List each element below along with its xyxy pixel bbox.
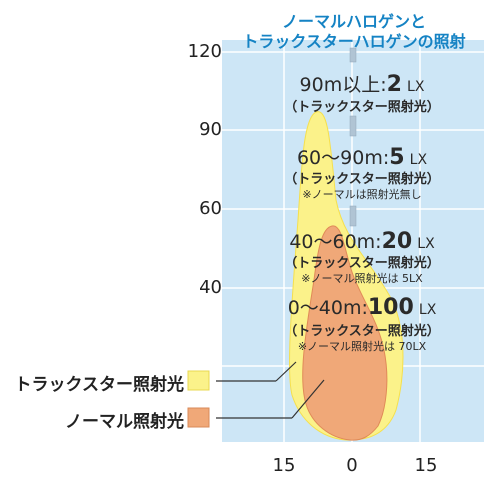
- zone-range: 40～60m:: [289, 231, 382, 253]
- zone-range: 90m以上:: [299, 74, 387, 96]
- trackstar-pointer-diagonal: [275, 361, 297, 382]
- zone-lux: 2: [386, 72, 402, 97]
- zone-heading-60-90m: 60～90m:5 LX: [262, 143, 462, 170]
- lane-mark: [349, 115, 357, 137]
- y-tick-label: 120: [187, 41, 222, 62]
- zone-lux: 100: [367, 295, 414, 320]
- lane-mark: [349, 205, 357, 227]
- zone-range: 60～90m:: [296, 147, 390, 169]
- zone-note: ※ノーマル照射光は 5LX: [301, 272, 423, 285]
- zone-note: ※ノーマルは照射光無し: [302, 188, 422, 201]
- legend-normal-label: ノーマル照射光: [65, 412, 184, 432]
- zone-range: 0～40m:: [287, 297, 368, 319]
- zone-source: （トラックスター照射光）: [284, 256, 440, 271]
- normal-swatch: [187, 407, 210, 428]
- diagram-title-line-2: トラックスターハロゲンの照射: [242, 32, 466, 51]
- zone-heading-90m-plus: 90m以上:2 LX: [262, 70, 462, 97]
- y-tick-label: 40: [199, 277, 222, 298]
- zone-unit: LX: [417, 236, 435, 252]
- zone-unit: LX: [409, 152, 428, 168]
- x-tick-label: 15: [272, 455, 296, 476]
- zone-lux: 20: [381, 229, 413, 254]
- zone-heading-0-40m: 0～40m:100 LX: [262, 293, 462, 320]
- x-tick-label: 0: [346, 455, 358, 476]
- y-tick-label: 60: [199, 198, 222, 219]
- normal-beam: [302, 225, 388, 441]
- legend-trackstar-label: トラックスター照射光: [14, 375, 185, 395]
- trackstar-swatch: [187, 370, 210, 391]
- zone-unit: LX: [407, 79, 425, 95]
- zone-unit: LX: [418, 302, 437, 318]
- zone-lux: 5: [389, 145, 405, 170]
- zone-note: ※ノーマル照射光は 70LX: [297, 340, 427, 353]
- diagram-title-line-1: ノーマルハロゲンと: [281, 12, 426, 31]
- zone-source: （トラックスター照射光）: [284, 324, 440, 339]
- y-tick-label: 90: [199, 119, 222, 140]
- zone-heading-40-60m: 40～60m:20 LX: [262, 227, 462, 254]
- lane-mark: [349, 47, 357, 63]
- zone-source: （トラックスター照射光）: [284, 172, 440, 187]
- x-tick-label: 15: [414, 455, 438, 476]
- zone-source: （トラックスター照射光）: [284, 100, 440, 115]
- normal-pointer-diagonal: [291, 379, 325, 419]
